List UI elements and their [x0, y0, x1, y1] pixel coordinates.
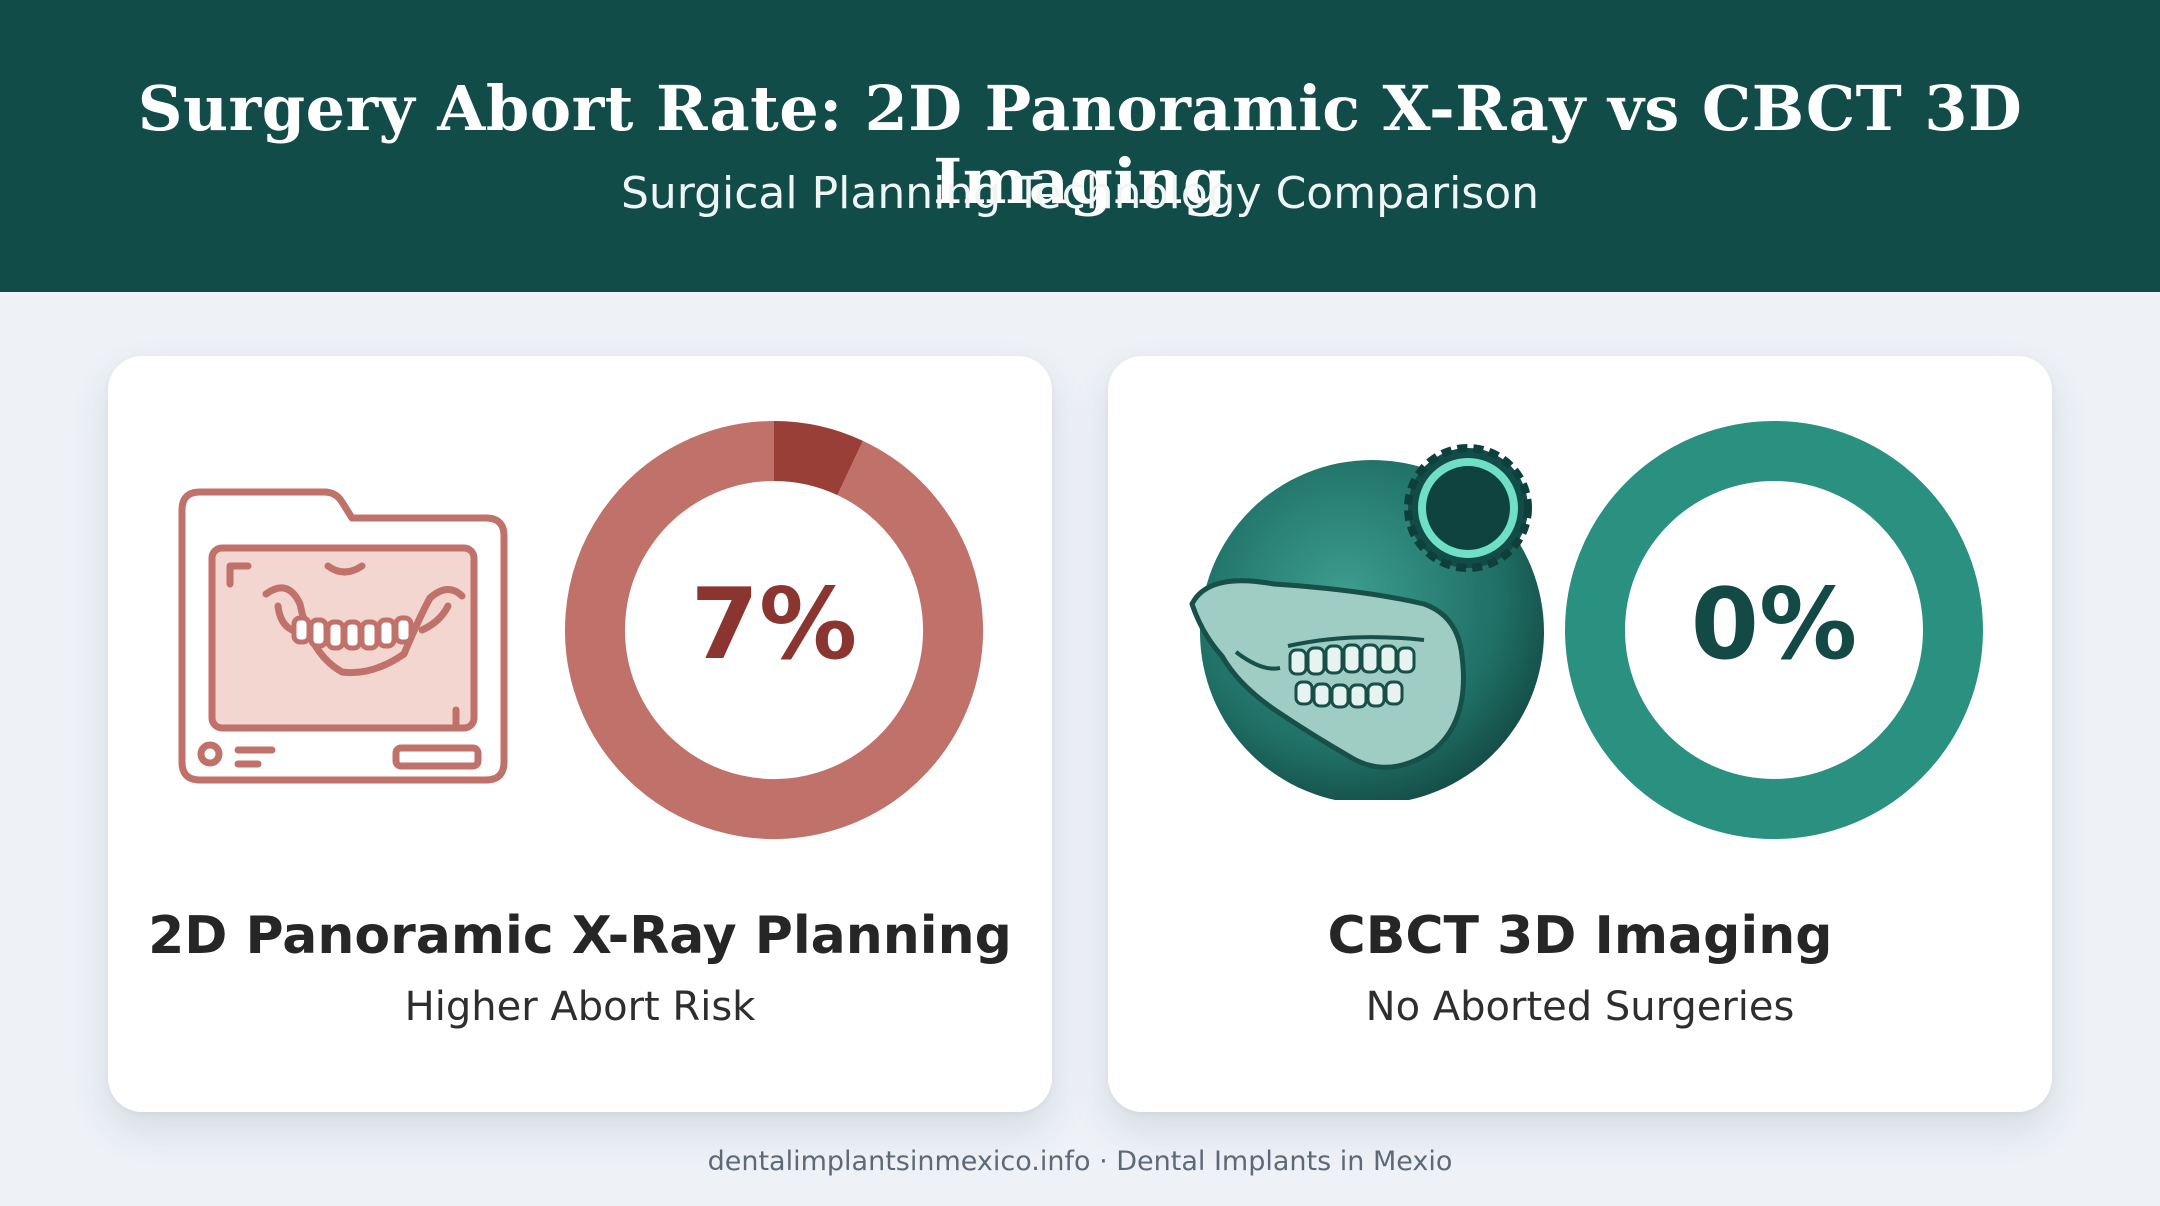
- footer-credit: dentalimplantsinmexico.info · Dental Imp…: [707, 1146, 1453, 1177]
- donut-chart-2d: 7%: [565, 421, 983, 839]
- panoramic-xray-icon: [168, 466, 518, 800]
- page-subtitle: Surgical Planning Technology Comparison: [620, 168, 1540, 219]
- donut-slices-2d: [565, 421, 983, 839]
- page-title: Surgery Abort Rate: 2D Panoramic X-Ray v…: [137, 72, 2023, 218]
- donut-slice-completed-cbct: [1565, 421, 1983, 839]
- card-title-2d: 2D Panoramic X-Ray Planning: [148, 906, 1012, 966]
- card-subtitle-cbct: No Aborted Surgeries: [1365, 984, 1795, 1030]
- header-banner: Surgery Abort Rate: 2D Panoramic X-Ray v…: [0, 0, 2160, 292]
- donut-value-label-2d: 7%: [691, 568, 857, 682]
- cbct-skull-icon: [1184, 420, 1554, 804]
- card-subtitle-2d: Higher Abort Risk: [404, 984, 756, 1030]
- donut-slices-cbct: [1565, 421, 1983, 839]
- donut-slice-completed-2d: [565, 421, 983, 839]
- donut-slice-aborted-2d: [773, 421, 863, 496]
- card-2d-panoramic: 7% 2D Panoramic X-Ray Planning Higher Ab…: [108, 356, 1052, 1112]
- card-title-cbct: CBCT 3D Imaging: [1327, 906, 1833, 966]
- card-cbct: 0% CBCT 3D Imaging No Aborted Surgeries: [1108, 356, 2052, 1112]
- donut-value-label-cbct: 0%: [1691, 568, 1857, 682]
- donut-chart-cbct: 0%: [1565, 421, 1983, 839]
